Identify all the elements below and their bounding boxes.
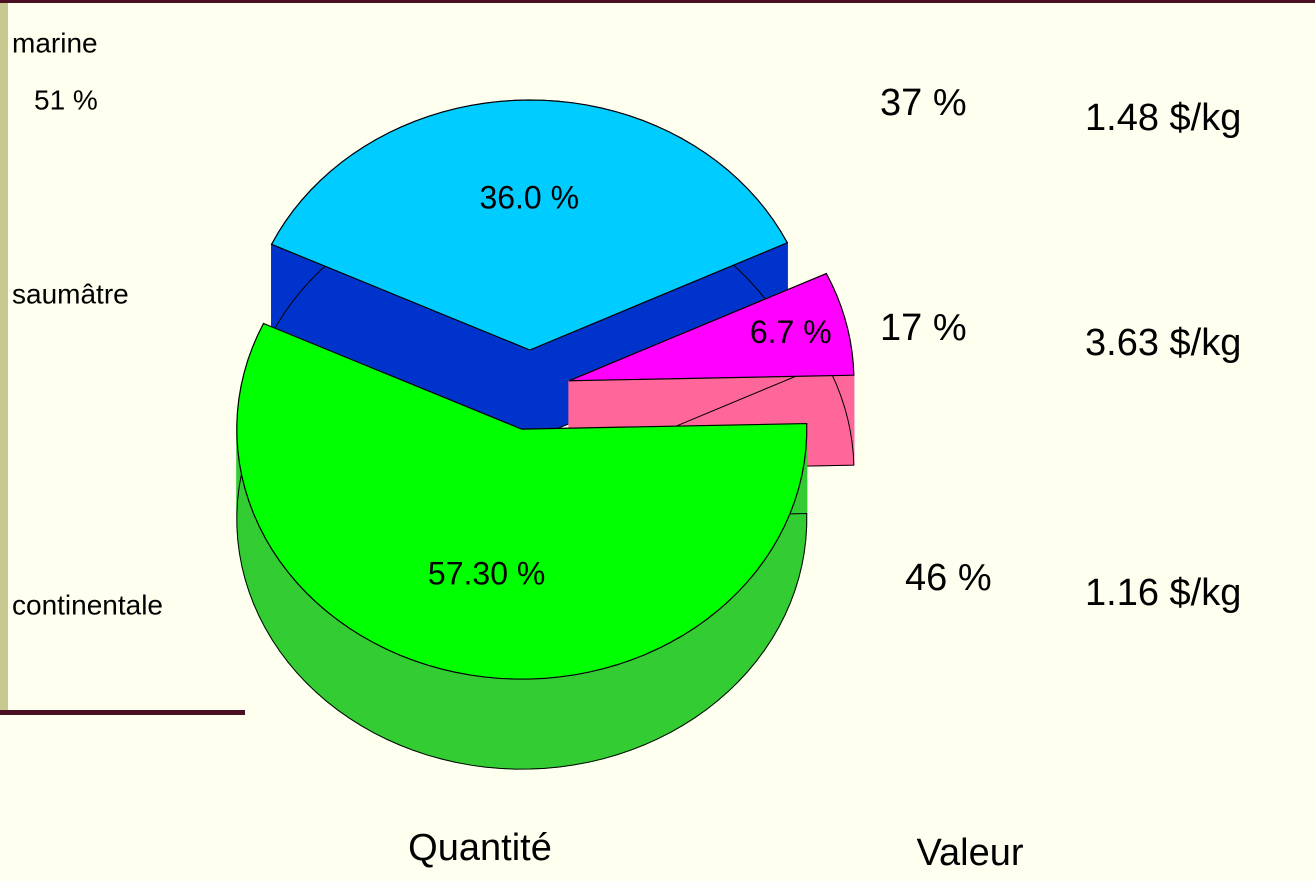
slice-side — [706, 609, 719, 711]
slice-side — [441, 668, 457, 764]
slice-side — [386, 648, 401, 746]
slice-side — [717, 600, 729, 702]
slice-label: 6.7 % — [750, 314, 832, 350]
slice-side — [789, 500, 796, 604]
slice-side — [747, 569, 757, 674]
slice-side — [755, 558, 766, 663]
slice-side — [305, 591, 317, 694]
slice-label: 57.30 % — [428, 555, 545, 591]
value-share: 46 % — [905, 557, 992, 599]
divider — [0, 710, 245, 715]
slice-side — [244, 488, 250, 592]
column-title: Quantité — [408, 827, 552, 869]
slice-side — [778, 525, 786, 628]
slice-label: 36.0 % — [479, 179, 579, 215]
slice-side — [529, 677, 546, 770]
top-line — [0, 0, 1315, 3]
slice-side — [360, 634, 375, 734]
slice-side — [588, 668, 604, 763]
value-share: 37 % — [880, 82, 967, 124]
category-label: continentale — [12, 589, 163, 620]
price: 3.63 $/kg — [1085, 322, 1241, 364]
slice-side — [794, 488, 800, 591]
slice-side — [602, 664, 618, 760]
slice-bottom-edge — [236, 412, 808, 770]
slice-side — [630, 654, 646, 751]
slice-side — [682, 626, 696, 727]
slice-side — [499, 677, 516, 770]
slice-side — [253, 513, 260, 617]
slice — [236, 322, 808, 680]
category-label: saumâtre — [12, 278, 129, 309]
slice-side — [544, 676, 560, 769]
slice-side — [455, 671, 472, 766]
annotation: 51 % — [34, 84, 98, 115]
slice-side — [326, 610, 339, 711]
value-share: 17 % — [880, 307, 967, 349]
price: 1.48 $/kg — [1085, 97, 1241, 139]
slice-side — [248, 501, 255, 605]
slice-side — [670, 634, 684, 734]
slice-side — [784, 513, 791, 616]
slice-side — [764, 547, 773, 652]
slice-side — [558, 674, 575, 768]
column-title: Valeur — [916, 832, 1023, 874]
price: 1.16 $/kg — [1085, 572, 1241, 614]
slice-side — [413, 659, 428, 756]
slice-side — [399, 654, 415, 752]
left-bar — [0, 0, 8, 715]
slice-side — [271, 230, 279, 337]
slice-side — [348, 627, 362, 727]
slice-side — [426, 664, 443, 760]
slice-side — [296, 581, 307, 684]
slice — [270, 99, 789, 351]
slice-side — [737, 580, 749, 684]
slice-side — [484, 676, 501, 769]
slice-side — [337, 618, 350, 720]
slice-side — [470, 674, 486, 768]
slice-side — [644, 648, 659, 746]
slice-side — [514, 678, 531, 770]
slice-side — [727, 590, 739, 693]
slice-side — [271, 547, 281, 653]
slice-side — [315, 600, 328, 703]
slice-side — [616, 659, 632, 756]
slice-side — [264, 536, 273, 642]
slice-side — [771, 535, 780, 641]
slice — [568, 272, 855, 382]
slice-side — [694, 618, 708, 719]
slice-side — [287, 570, 298, 674]
slice-side — [657, 641, 672, 740]
slice-side — [573, 671, 590, 766]
slice-side — [279, 559, 289, 664]
slice-side — [258, 525, 266, 629]
category-label: marine — [12, 27, 98, 58]
slice-side — [373, 641, 388, 741]
